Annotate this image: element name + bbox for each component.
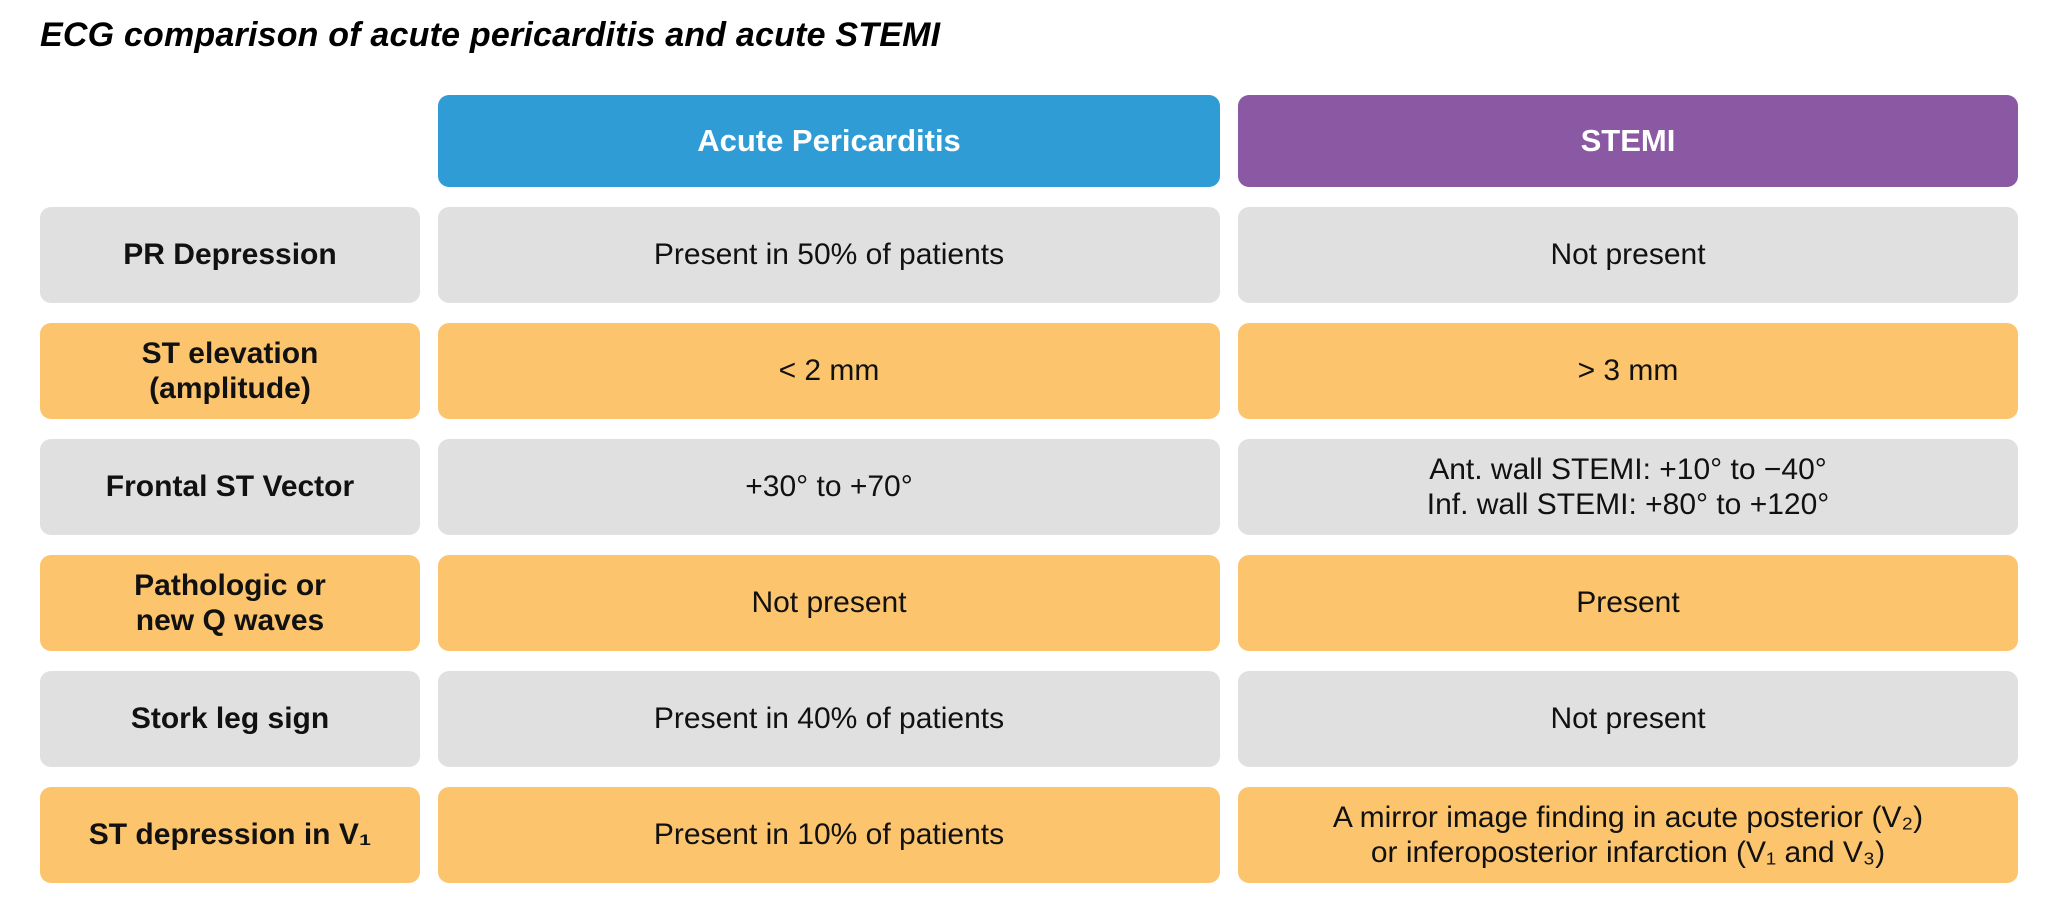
cell-pericarditis-pr-depression: Present in 50% of patients [438,207,1220,303]
cell-pericarditis-st-elevation: < 2 mm [438,323,1220,419]
cell-pericarditis-st-depression-v1: Present in 10% of patients [438,787,1220,883]
cell-pericarditis-q-waves: Not present [438,555,1220,651]
cell-stemi-st-depression-v1: A mirror image finding in acute posterio… [1238,787,2018,883]
cell-pericarditis-frontal-st-vector: +30° to +70° [438,439,1220,535]
row-label-stork-leg-sign: Stork leg sign [40,671,420,767]
cell-stemi-q-waves: Present [1238,555,2018,651]
page-title: ECG comparison of acute pericarditis and… [40,16,941,54]
row-label-q-waves: Pathologic or new Q waves [40,555,420,651]
cell-stemi-frontal-st-vector: Ant. wall STEMI: +10° to −40° Inf. wall … [1238,439,2018,535]
row-label-frontal-st-vector: Frontal ST Vector [40,439,420,535]
row-label-st-depression-v1: ST depression in V₁ [40,787,420,883]
column-header-stemi: STEMI [1238,95,2018,187]
cell-stemi-stork-leg-sign: Not present [1238,671,2018,767]
cell-pericarditis-stork-leg-sign: Present in 40% of patients [438,671,1220,767]
row-label-st-elevation: ST elevation (amplitude) [40,323,420,419]
comparison-table: Acute Pericarditis STEMI PR Depression P… [40,95,2018,883]
cell-stemi-pr-depression: Not present [1238,207,2018,303]
cell-stemi-st-elevation: > 3 mm [1238,323,2018,419]
column-header-acute-pericarditis: Acute Pericarditis [438,95,1220,187]
row-label-pr-depression: PR Depression [40,207,420,303]
header-spacer [40,95,420,187]
